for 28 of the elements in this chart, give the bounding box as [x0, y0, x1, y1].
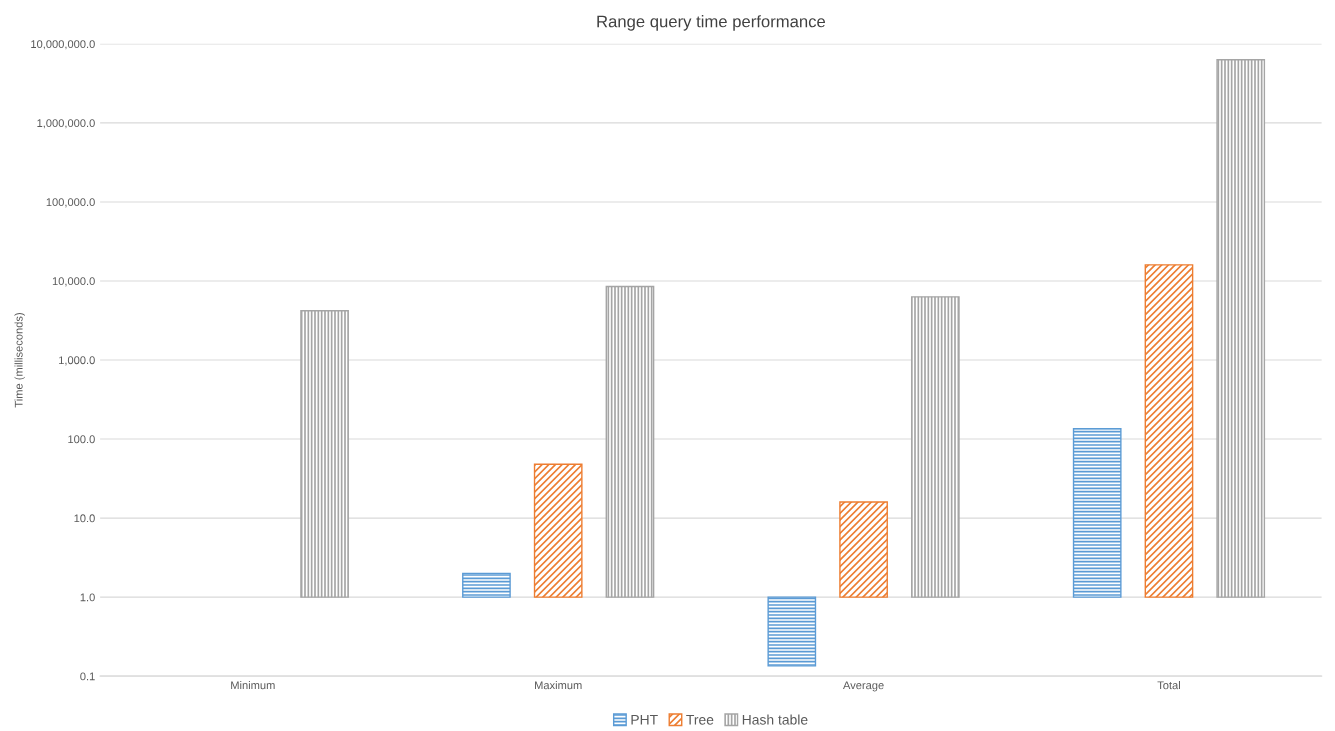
bar [533, 463, 583, 598]
y-tick-label: 0.1 [80, 672, 95, 681]
bar [1216, 59, 1266, 598]
bar [462, 572, 511, 598]
bar [300, 310, 349, 598]
y-tick-label: 100.0 [68, 435, 95, 444]
y-axis-title: Time (milliseconds) [14, 313, 25, 408]
bar [1144, 264, 1194, 598]
legend-label: Hash table [742, 714, 808, 725]
y-tick-label: 10,000,000.0 [31, 40, 95, 50]
x-tick-label: Maximum [535, 681, 582, 690]
y-tick-label: 1,000.0 [59, 356, 95, 366]
bar [839, 501, 888, 598]
bar [767, 596, 817, 667]
x-tick-label: Minimum [231, 681, 275, 690]
y-tick-label: 1,000,000.0 [37, 119, 95, 129]
y-tick-label: 1.0 [80, 593, 95, 602]
bar [910, 296, 960, 598]
y-tick-label: 10.0 [74, 514, 95, 523]
bar [1072, 428, 1122, 598]
legend-label: Tree [686, 714, 714, 725]
chart-title: Range query time performance [597, 15, 826, 31]
legend-label: PHT [631, 714, 658, 725]
y-tick-label: 100,000.0 [46, 198, 95, 208]
x-tick-label: Average [843, 681, 884, 692]
x-tick-label: Total [1157, 681, 1180, 690]
y-tick-label: 10,000.0 [52, 277, 95, 287]
bar [605, 285, 655, 598]
